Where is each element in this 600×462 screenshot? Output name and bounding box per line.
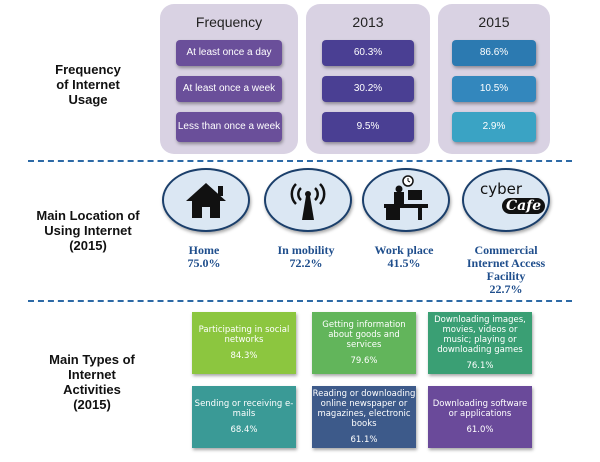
year-2013-panel: 2013 60.3% 30.2% 9.5% [306, 4, 430, 154]
home-circle [162, 168, 250, 232]
activity-text: Participating in social networks [198, 325, 290, 345]
cyber-cafe-name: Commercial Internet Access Facility [466, 243, 546, 283]
cafe-logo-text: Cafe [502, 198, 546, 214]
year-2013-cell-daily: 60.3% [322, 40, 414, 66]
mobility-name: In mobility [277, 243, 335, 257]
activity-downloading-media: Downloading images, movies, videos or mu… [428, 312, 532, 374]
frequency-section-label: Frequency of Internet Usage [55, 62, 121, 107]
activity-value: 61.1% [350, 435, 378, 445]
activity-newspapers: Reading or downloading online newspaper … [312, 386, 416, 448]
workplace-name: Work place [374, 243, 434, 257]
year-2015-cell-weekly: 10.5% [452, 76, 536, 102]
activity-value: 68.4% [230, 425, 258, 435]
home-name: Home [188, 243, 220, 257]
cyber-cafe-label: Commercial Internet Access Facility 22.7… [446, 244, 566, 296]
section-divider-bottom [28, 300, 572, 302]
year-2015-cell-less: 2.9% [452, 112, 536, 142]
activity-value: 84.3% [230, 351, 258, 361]
year-2013-header: 2013 [352, 14, 384, 30]
workplace-circle [362, 168, 450, 232]
cyber-cafe-value: 22.7% [489, 282, 523, 296]
activity-text: Getting information about goods and serv… [322, 320, 406, 350]
year-2015-cell-daily: 86.6% [452, 40, 536, 66]
home-label: Home 75.0% [150, 244, 258, 270]
year-2013-cell-weekly: 30.2% [322, 76, 414, 102]
frequency-header: Frequency [195, 14, 263, 30]
location-section-label: Main Location of Using Internet (2015) [36, 208, 140, 253]
mobility-value: 72.2% [289, 256, 323, 270]
activity-text: Downloading software or applications [432, 399, 528, 419]
activity-value: 61.0% [466, 425, 494, 435]
activity-value: 79.6% [350, 356, 378, 366]
mobility-label: In mobility 72.2% [252, 244, 360, 270]
frequency-cell-daily: At least once a day [176, 40, 282, 66]
workplace-label: Work place 41.5% [350, 244, 458, 270]
year-2015-panel: 2015 86.6% 10.5% 2.9% [438, 4, 550, 154]
year-2013-cell-less: 9.5% [322, 112, 414, 142]
antenna-icon [290, 183, 326, 220]
workplace-desk-icon [384, 175, 428, 220]
frequency-panel: Frequency At least once a day At least o… [160, 4, 298, 154]
activity-emails: Sending or receiving e-mails 68.4% [192, 386, 296, 448]
activity-text: Downloading images, movies, videos or mu… [434, 315, 526, 355]
activity-goods-services: Getting information about goods and serv… [312, 312, 416, 374]
cyber-cafe-icon: cyber Cafe [464, 170, 548, 230]
section-divider-top [28, 160, 572, 162]
activity-text: Sending or receiving e-mails [194, 399, 294, 419]
activity-software: Downloading software or applications 61.… [428, 386, 532, 448]
cyber-logo-text: cyber [480, 180, 523, 198]
activity-value: 76.1% [466, 361, 494, 371]
home-value: 75.0% [187, 256, 221, 270]
activities-section-label: Main Types of Internet Activities (2015) [49, 352, 135, 412]
activity-social-networks: Participating in social networks 84.3% [192, 312, 296, 374]
frequency-cell-less: Less than once a week [176, 112, 282, 142]
frequency-cell-weekly: At least once a week [176, 76, 282, 102]
activity-text: Reading or downloading online newspaper … [312, 389, 416, 429]
year-2015-header: 2015 [478, 14, 510, 30]
cyber-cafe-circle: cyber Cafe [462, 168, 550, 232]
house-icon [186, 183, 226, 218]
workplace-value: 41.5% [387, 256, 421, 270]
mobility-circle [264, 168, 352, 232]
